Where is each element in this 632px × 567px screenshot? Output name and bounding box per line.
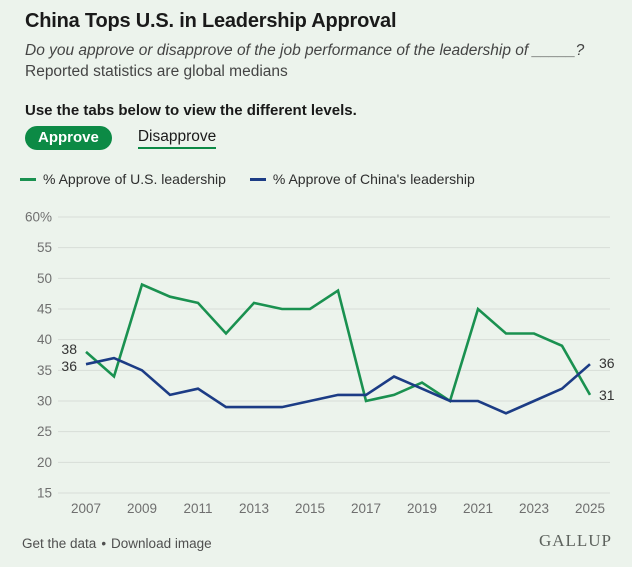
tabs-instruction: Use the tabs below to view the different… xyxy=(25,102,357,119)
y-tick-label: 35 xyxy=(37,363,52,378)
x-tick-label: 2023 xyxy=(519,501,549,516)
chart-legend: % Approve of U.S. leadership % Approve o… xyxy=(20,171,475,187)
tab-disapprove[interactable]: Disapprove xyxy=(137,128,217,149)
tab-approve[interactable]: Approve xyxy=(25,126,112,150)
x-tick-label: 2013 xyxy=(239,501,269,516)
level-tabs: Approve Disapprove xyxy=(25,126,217,150)
series-line-us[interactable] xyxy=(85,282,592,404)
y-tick-label: 15 xyxy=(37,486,52,501)
legend-item-us: % Approve of U.S. leadership xyxy=(20,171,226,187)
y-tick-label: 50 xyxy=(37,271,52,286)
survey-question: Do you approve or disapprove of the job … xyxy=(25,42,585,59)
legend-item-china: % Approve of China's leadership xyxy=(249,171,475,187)
gallup-logo: GALLUP xyxy=(538,531,612,550)
point-label: 31 xyxy=(599,387,615,403)
x-tick-label: 2015 xyxy=(295,501,325,516)
footer-separator: • xyxy=(101,536,107,551)
download-image-link[interactable]: Download image xyxy=(111,536,212,551)
x-tick-label: 2009 xyxy=(127,501,157,516)
us-line-swatch-icon xyxy=(20,177,36,181)
x-tick-label: 2017 xyxy=(351,501,381,516)
x-tick-label: 2007 xyxy=(71,501,101,516)
x-tick-label: 2021 xyxy=(463,501,493,516)
page-title: China Tops U.S. in Leadership Approval xyxy=(25,10,397,32)
x-tick-label: 2011 xyxy=(183,501,212,516)
y-tick-label: 20 xyxy=(37,455,52,470)
y-tick-label: 60% xyxy=(25,210,52,225)
y-tick-label: 55 xyxy=(37,240,52,255)
x-tick-label: 2019 xyxy=(407,501,437,516)
get-the-data-link[interactable]: Get the data xyxy=(22,536,97,551)
legend-label-china: % Approve of China's leadership xyxy=(272,171,475,187)
point-label: 36 xyxy=(599,355,615,371)
y-tick-label: 30 xyxy=(37,394,52,409)
y-tick-label: 45 xyxy=(37,302,52,317)
footer-links: Get the data • Download image xyxy=(22,536,212,551)
x-tick-label: 2025 xyxy=(575,501,605,516)
y-tick-label: 25 xyxy=(37,424,52,439)
legend-label-us: % Approve of U.S. leadership xyxy=(43,171,226,187)
point-label: 38 xyxy=(61,341,77,357)
y-tick-label: 40 xyxy=(37,332,52,347)
point-label: 36 xyxy=(61,358,77,374)
china-line-swatch-icon xyxy=(249,177,266,181)
series-line-china[interactable] xyxy=(85,356,591,415)
medians-note: Reported statistics are global medians xyxy=(25,63,288,80)
